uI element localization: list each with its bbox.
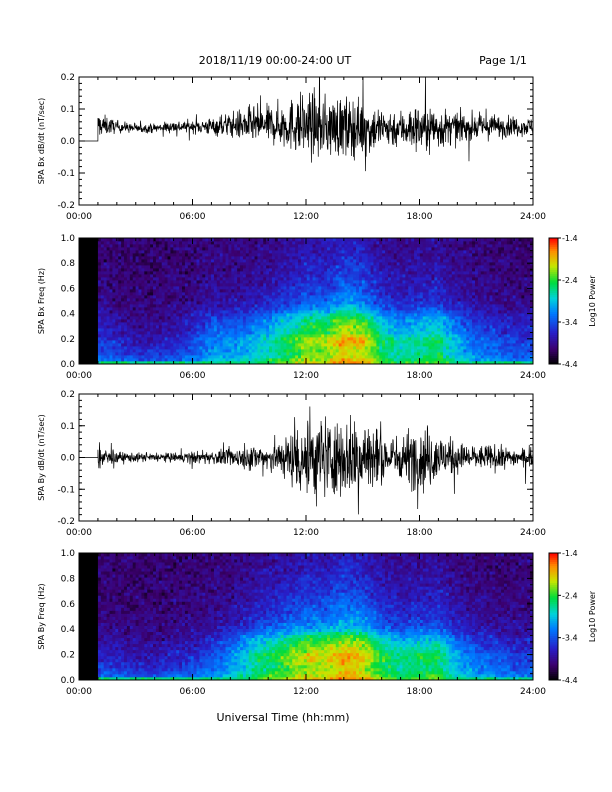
- y-tick-label: 0.2: [61, 651, 75, 661]
- bx-spectrogram-panel: 00:00 06:00 12:00 18:00 24:00 0.0 0.2 0.4 0.6 0.8…: [37, 234, 597, 381]
- x-tick-label: 00:00: [66, 371, 92, 381]
- y-tick-label: 0.2: [61, 335, 75, 345]
- x-tick-label: 12:00: [293, 212, 319, 222]
- x-tick-label: 12:00: [293, 687, 319, 697]
- y-tick-label: 0.1: [61, 105, 75, 115]
- bx-dbdt-panel: 00:00 06:00 12:00 18:00 24:00 -0.2 -0.1 0.0 0.1 0…: [37, 73, 546, 222]
- colorbar-border: [548, 237, 559, 365]
- y-tick-label: -0.2: [57, 517, 75, 527]
- y-tick-label: 0.4: [61, 625, 76, 635]
- colorbar-tick-label: -2.4: [562, 591, 578, 600]
- y-tick-label: 0.8: [61, 259, 76, 269]
- x-tick-label: 18:00: [407, 687, 433, 697]
- y-tick-label: 0.6: [61, 284, 76, 294]
- colorbar-tick-label: -4.4: [562, 676, 578, 685]
- chart-title: 2018/11/19 00:00-24:00 UT: [199, 54, 352, 67]
- x-tick-label: 24:00: [520, 687, 546, 697]
- y-tick-label: 0.8: [61, 574, 76, 584]
- x-tick-label: 24:00: [520, 212, 546, 222]
- x-tick-label: 18:00: [407, 212, 433, 222]
- colorbar-border: [548, 552, 559, 681]
- colorbar-tick-label: -1.4: [562, 549, 578, 558]
- y-tick-label: -0.1: [57, 169, 75, 179]
- y-axis-label: SPA By dB/dt (nT/sec): [37, 414, 46, 501]
- x-tick-label: 18:00: [407, 371, 433, 381]
- by-dbdt-panel: 00:00 06:00 12:00 18:00 24:00 -0.2 -0.1 0.0 0.1 0…: [37, 390, 546, 538]
- x-tick-label: 06:00: [180, 528, 206, 538]
- x-tick-label: 24:00: [520, 528, 546, 538]
- y-tick-label: 0.0: [61, 137, 76, 147]
- y-tick-label: 0.2: [61, 73, 75, 83]
- x-tick-label: 12:00: [293, 371, 319, 381]
- y-axis-label: SPA Bx dB/dt (nT/sec): [37, 98, 46, 185]
- colorbar: -1.4 -2.4 -3.4 -4.4 Log10 Power: [548, 234, 597, 369]
- y-tick-label: 0.0: [61, 360, 76, 370]
- colorbar-tick-label: -2.4: [562, 276, 578, 285]
- y-tick-label: 0.0: [61, 676, 76, 686]
- y-tick-label: 0.0: [61, 454, 76, 464]
- page-number: Page 1/1: [479, 54, 527, 67]
- dbdt-trace: [79, 406, 533, 515]
- colorbar-tick-label: -1.4: [562, 234, 578, 243]
- x-tick-label: 00:00: [66, 528, 92, 538]
- data-gap-region: [79, 238, 98, 364]
- colorbar-label: Log10 Power: [588, 275, 597, 327]
- y-tick-label: 0.6: [61, 600, 76, 610]
- y-tick-label: 0.4: [61, 310, 76, 320]
- dbdt-trace: [79, 77, 533, 172]
- y-tick-label: 1.0: [61, 549, 76, 559]
- x-axis-label: Universal Time (hh:mm): [217, 711, 350, 724]
- y-tick-label: 0.2: [61, 390, 75, 400]
- by-spectrogram-panel: 00:00 06:00 12:00 18:00 24:00 0.0 0.2 0.4 0.6 0.8…: [37, 549, 597, 697]
- x-tick-label: 06:00: [180, 371, 206, 381]
- y-tick-label: -0.2: [57, 201, 75, 211]
- x-tick-label: 00:00: [66, 687, 92, 697]
- x-tick-label: 00:00: [66, 212, 92, 222]
- x-tick-label: 06:00: [180, 687, 206, 697]
- x-tick-label: 24:00: [520, 371, 546, 381]
- colorbar-tick-label: -3.4: [562, 318, 578, 327]
- y-tick-label: 0.1: [61, 422, 75, 432]
- colorbar-tick-label: -3.4: [562, 634, 578, 643]
- y-tick-label: -0.1: [57, 485, 75, 495]
- data-gap-region: [79, 553, 98, 680]
- x-tick-label: 06:00: [180, 212, 206, 222]
- y-tick-label: 1.0: [61, 234, 76, 244]
- plot-frame: [78, 76, 534, 206]
- colorbar: -1.4 -2.4 -3.4 -4.4 Log10 Power: [548, 549, 597, 685]
- spectrogram-cells: [97, 238, 534, 365]
- x-tick-label: 18:00: [407, 528, 433, 538]
- colorbar-tick-label: -4.4: [562, 360, 578, 369]
- colorbar-label: Log10 Power: [588, 590, 597, 642]
- x-tick-label: 12:00: [293, 528, 319, 538]
- spectrogram-cells: [97, 553, 534, 681]
- y-axis-label: SPA By Freq (Hz): [37, 583, 46, 649]
- y-axis-label: SPA Bx Freq (Hz): [37, 268, 46, 334]
